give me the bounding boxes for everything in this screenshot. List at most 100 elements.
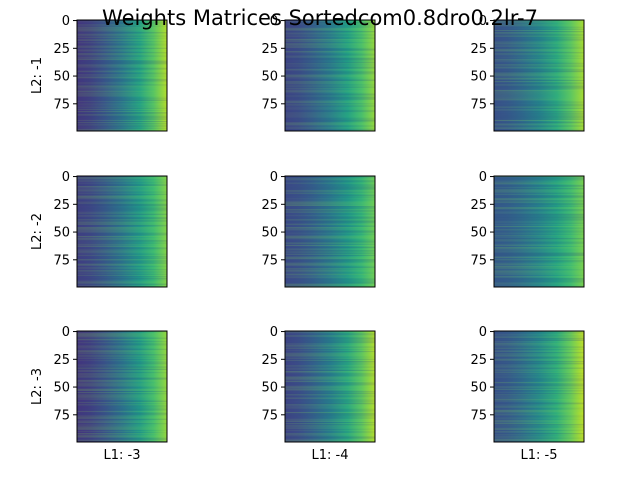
- heatmap-row: [285, 254, 375, 256]
- heatmap-row: [77, 279, 167, 281]
- heatmap-row: [494, 20, 584, 22]
- heatmap-row: [77, 184, 167, 186]
- heatmap-row: [77, 86, 167, 88]
- heatmap-row: [285, 373, 375, 375]
- heatmap-row: [285, 213, 375, 215]
- heatmap-row: [494, 377, 584, 379]
- heatmap-row: [77, 213, 167, 215]
- heatmap-row: [77, 335, 167, 337]
- heatmap-row: [77, 192, 167, 194]
- heatmap-row: [494, 394, 584, 396]
- heatmap-row: [285, 53, 375, 55]
- heatmap-row: [285, 192, 375, 194]
- heatmap-row: [494, 211, 584, 213]
- heatmap-row: [494, 113, 584, 115]
- heatmap-row: [285, 257, 375, 259]
- heatmap-row: [285, 265, 375, 268]
- heatmap-row: [494, 342, 584, 344]
- heatmap-row: [285, 76, 375, 78]
- heatmap-row: [77, 231, 167, 233]
- heatmap-row: [77, 393, 167, 395]
- heatmap-row: [285, 274, 375, 276]
- heatmap-row: [77, 349, 167, 351]
- heatmap-image: [494, 20, 584, 131]
- heatmap-row: [77, 73, 167, 75]
- heatmap-panel: 0 25 50 75: [53, 14, 168, 132]
- heatmap-row: [77, 193, 167, 195]
- heatmap-row: [77, 418, 167, 420]
- heatmap-row: [494, 192, 584, 194]
- heatmap-row: [77, 375, 167, 377]
- heatmap-row: [494, 269, 584, 271]
- heatmap-row: [77, 248, 167, 250]
- heatmap-row: [77, 273, 167, 275]
- heatmap-row: [494, 363, 584, 365]
- heatmap-row: [494, 200, 584, 202]
- heatmap-row: [494, 89, 584, 92]
- heatmap-row: [285, 21, 375, 23]
- heatmap-row: [285, 86, 375, 88]
- heatmap-row: [285, 71, 375, 73]
- heatmap-row: [285, 435, 375, 437]
- heatmap-row: [285, 224, 375, 226]
- y-tick-label: 25: [470, 42, 487, 57]
- heatmap-row: [285, 418, 375, 420]
- heatmap-row: [494, 222, 584, 224]
- heatmap-row: [285, 374, 375, 376]
- heatmap-row: [285, 105, 375, 107]
- heatmap-row: [77, 379, 167, 381]
- heatmap-row: [77, 200, 167, 202]
- heatmap-row: [77, 67, 167, 69]
- heatmap-row: [494, 283, 584, 285]
- y-tick-label: 0: [62, 170, 70, 185]
- heatmap-row: [77, 358, 167, 360]
- heatmap-row: [494, 34, 584, 36]
- heatmap-row: [77, 32, 167, 34]
- heatmap-row: [494, 353, 584, 355]
- heatmap-row: [285, 184, 375, 186]
- heatmap-row: [494, 129, 584, 131]
- heatmap-row: [494, 210, 584, 212]
- heatmap-row: [285, 436, 375, 438]
- heatmap-row: [77, 187, 167, 189]
- heatmap-row: [494, 199, 584, 201]
- heatmap-row: [494, 354, 584, 356]
- heatmap-row: [494, 408, 584, 410]
- heatmap-row: [77, 230, 167, 232]
- heatmap-row: [285, 433, 375, 435]
- heatmap-row: [77, 380, 167, 383]
- heatmap-row: [77, 98, 167, 100]
- heatmap-row: [494, 118, 584, 120]
- heatmap-row: [285, 376, 375, 378]
- heatmap-row: [285, 281, 375, 283]
- heatmap-row: [494, 53, 584, 55]
- heatmap-row: [285, 233, 375, 235]
- heatmap-row: [77, 424, 167, 426]
- heatmap-row: [285, 54, 375, 56]
- heatmap-row: [77, 437, 167, 439]
- heatmap-row: [285, 65, 375, 67]
- heatmap-row: [285, 108, 375, 110]
- heatmap-row: [77, 269, 167, 271]
- heatmap-row: [494, 117, 584, 119]
- heatmap-row: [494, 439, 584, 441]
- heatmap-row: [285, 345, 375, 347]
- y-tick-label: 0: [270, 170, 278, 185]
- heatmap-row: [285, 270, 375, 272]
- heatmap-row: [494, 87, 584, 89]
- heatmap-row: [285, 106, 375, 108]
- heatmap-row: [494, 331, 584, 333]
- heatmap-image: [77, 331, 167, 442]
- heatmap-row: [494, 346, 584, 348]
- heatmap-row: [77, 53, 167, 55]
- heatmap-row: [494, 63, 584, 65]
- heatmap-row: [494, 51, 584, 53]
- heatmap-row: [77, 333, 167, 335]
- heatmap-row: [494, 366, 584, 368]
- heatmap-row: [77, 403, 167, 405]
- heatmap-row: [285, 244, 375, 246]
- heatmap-row: [285, 439, 375, 441]
- heatmap-row: [494, 61, 584, 63]
- heatmap-row: [285, 359, 375, 361]
